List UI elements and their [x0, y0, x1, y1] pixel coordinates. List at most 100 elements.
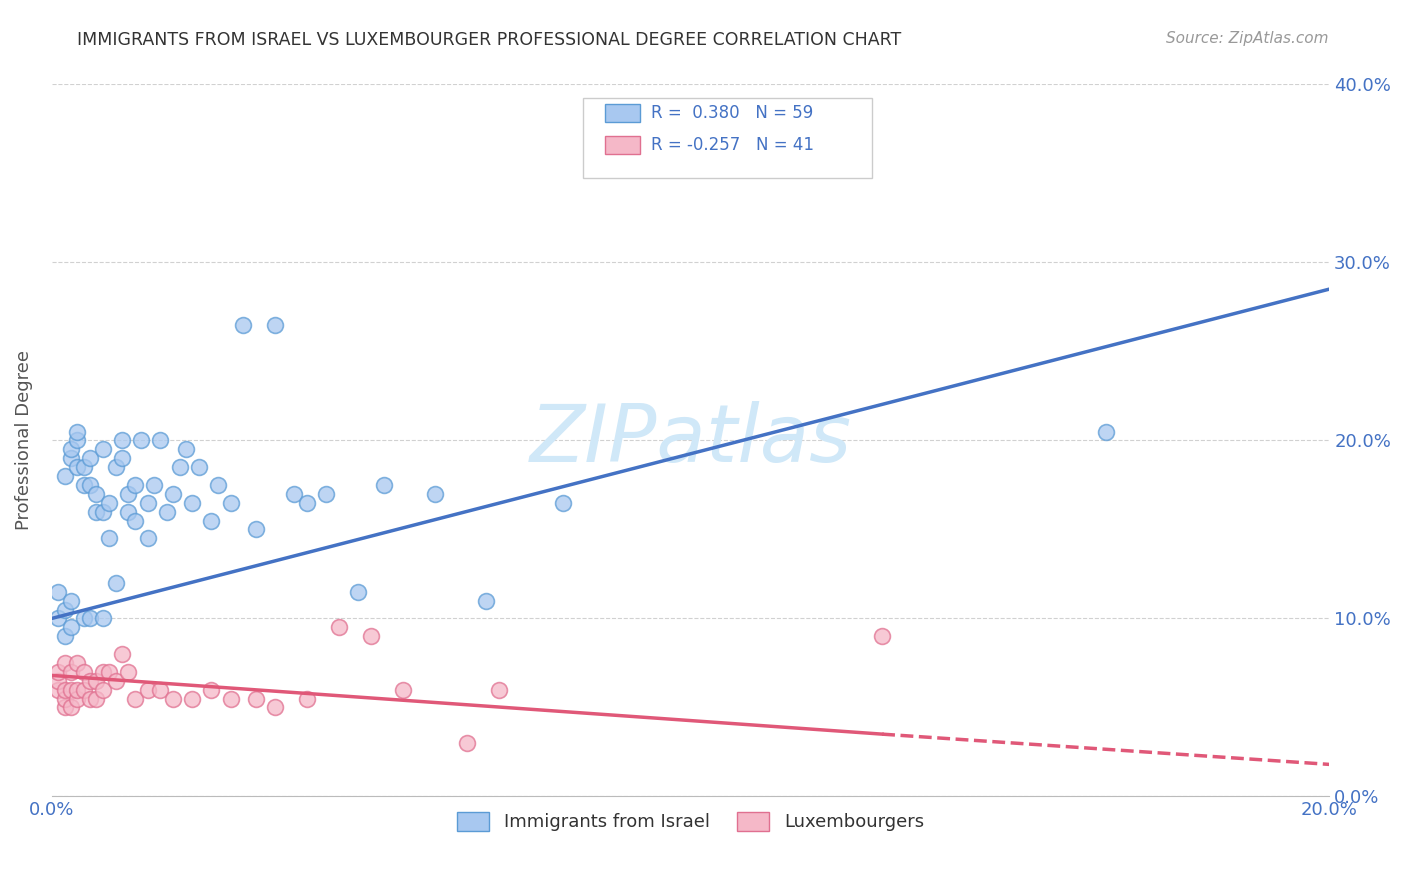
Point	[111, 451, 134, 466]
Point	[162, 691, 184, 706]
Point	[136, 496, 159, 510]
Point	[174, 442, 197, 457]
Point	[207, 478, 229, 492]
Point	[53, 700, 76, 714]
Point	[264, 318, 287, 332]
Point	[156, 505, 179, 519]
Point	[98, 532, 121, 546]
Point	[149, 434, 172, 448]
Point	[53, 602, 76, 616]
Point	[200, 514, 222, 528]
Point	[86, 487, 108, 501]
Point	[66, 682, 89, 697]
Point	[187, 460, 209, 475]
Point	[53, 629, 76, 643]
Point	[66, 656, 89, 670]
Point	[870, 629, 893, 643]
Point	[373, 478, 395, 492]
Point	[232, 318, 254, 332]
Point	[66, 434, 89, 448]
Point	[488, 682, 510, 697]
Point	[360, 629, 382, 643]
Point	[86, 505, 108, 519]
Point	[98, 496, 121, 510]
Point	[73, 682, 96, 697]
Point	[91, 665, 114, 679]
Point	[46, 665, 69, 679]
Point	[456, 736, 478, 750]
Point	[111, 434, 134, 448]
Point	[59, 682, 82, 697]
Point	[315, 487, 337, 501]
Point	[475, 593, 498, 607]
Point	[73, 460, 96, 475]
Text: ZIPatlas: ZIPatlas	[530, 401, 852, 479]
Point	[1094, 425, 1116, 439]
Point	[124, 478, 146, 492]
Point	[219, 691, 242, 706]
Point	[219, 496, 242, 510]
Point	[79, 611, 101, 625]
Point	[79, 451, 101, 466]
Point	[79, 691, 101, 706]
Point	[73, 611, 96, 625]
Point	[46, 673, 69, 688]
Point	[66, 691, 89, 706]
Point	[264, 700, 287, 714]
Point	[91, 682, 114, 697]
Point	[66, 425, 89, 439]
Legend: Immigrants from Israel, Luxembourgers: Immigrants from Israel, Luxembourgers	[450, 805, 931, 838]
Point	[53, 682, 76, 697]
Point	[91, 505, 114, 519]
Point	[59, 700, 82, 714]
Point	[79, 673, 101, 688]
Point	[124, 514, 146, 528]
Point	[245, 691, 267, 706]
Point	[53, 656, 76, 670]
Text: R = -0.257   N = 41: R = -0.257 N = 41	[651, 136, 814, 154]
Point	[86, 691, 108, 706]
Text: IMMIGRANTS FROM ISRAEL VS LUXEMBOURGER PROFESSIONAL DEGREE CORRELATION CHART: IMMIGRANTS FROM ISRAEL VS LUXEMBOURGER P…	[77, 31, 901, 49]
Point	[117, 487, 139, 501]
Point	[200, 682, 222, 697]
Point	[104, 575, 127, 590]
Point	[124, 691, 146, 706]
Point	[104, 460, 127, 475]
Point	[149, 682, 172, 697]
Point	[53, 469, 76, 483]
Point	[328, 620, 350, 634]
Point	[59, 665, 82, 679]
Point	[46, 611, 69, 625]
Point	[181, 496, 204, 510]
Point	[297, 691, 319, 706]
Point	[142, 478, 165, 492]
Point	[73, 478, 96, 492]
Point	[423, 487, 446, 501]
Point	[59, 620, 82, 634]
Point	[59, 593, 82, 607]
Point	[347, 584, 370, 599]
Point	[59, 442, 82, 457]
Point	[53, 691, 76, 706]
Y-axis label: Professional Degree: Professional Degree	[15, 351, 32, 531]
Point	[66, 460, 89, 475]
Point	[129, 434, 152, 448]
Point	[104, 673, 127, 688]
Point	[169, 460, 191, 475]
Point	[46, 584, 69, 599]
Point	[86, 673, 108, 688]
Point	[181, 691, 204, 706]
Point	[59, 451, 82, 466]
Point	[117, 665, 139, 679]
Point	[297, 496, 319, 510]
Point	[111, 647, 134, 661]
Point	[46, 682, 69, 697]
Text: Source: ZipAtlas.com: Source: ZipAtlas.com	[1166, 31, 1329, 46]
Point	[117, 505, 139, 519]
Point	[73, 665, 96, 679]
Point	[79, 478, 101, 492]
Point	[162, 487, 184, 501]
Point	[245, 523, 267, 537]
Point	[392, 682, 415, 697]
Point	[91, 611, 114, 625]
